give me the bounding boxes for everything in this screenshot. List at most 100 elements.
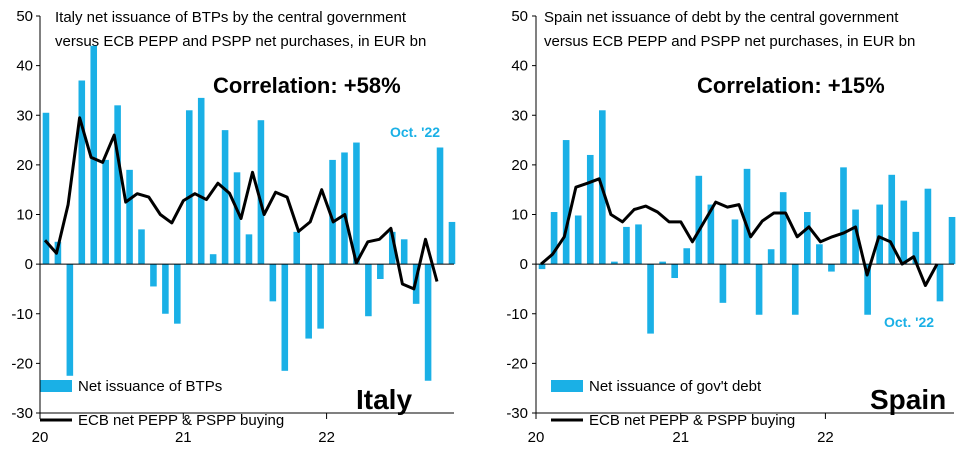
spain-bar	[538, 264, 546, 270]
italy-bar	[66, 264, 74, 376]
italy-y-tick-label: 30	[16, 107, 33, 124]
spain-x-tick-label: 20	[528, 429, 545, 446]
italy-bar	[197, 97, 205, 265]
spain-bar	[888, 174, 896, 265]
italy-y-tick-label: 20	[16, 157, 33, 174]
spain-bar	[936, 264, 944, 302]
spain-bar	[779, 192, 787, 265]
italy-legend-bar-swatch	[40, 380, 72, 392]
italy-plot-area: 50 40 30 20 10 0 -10 -20 -30 20 21 22	[11, 8, 456, 446]
spain-legend-line-label: ECB net PEPP & PSPP buying	[589, 412, 795, 429]
spain-bar	[623, 226, 630, 265]
spain-y-tick-label: 20	[511, 157, 528, 174]
italy-y-tick-label: -10	[11, 306, 33, 323]
spain-title-line-2: versus ECB PEPP and PSPP net purchases, …	[544, 33, 915, 50]
spain-bar	[876, 204, 883, 265]
spain-oct-22-annotation: Oct. '22	[884, 314, 934, 330]
italy-bar	[78, 80, 86, 265]
spain-bar	[948, 216, 956, 265]
italy-bar	[138, 229, 145, 265]
italy-bar	[317, 264, 324, 329]
italy-bar	[305, 264, 312, 339]
italy-y-tick-label: 10	[16, 207, 33, 224]
spain-bar	[767, 249, 775, 265]
spain-bar	[659, 261, 666, 265]
italy-bar	[150, 264, 157, 287]
spain-ecb-buying-line	[540, 177, 939, 287]
italy-bar	[365, 264, 372, 317]
italy-bar	[388, 231, 396, 265]
italy-x-tick-label: 21	[175, 429, 192, 446]
spain-bar	[586, 154, 594, 265]
spain-bar	[635, 224, 642, 265]
italy-bar	[293, 231, 301, 265]
italy-correlation-label: Correlation: +58%	[213, 73, 401, 98]
italy-x-tick-label: 20	[32, 429, 49, 446]
italy-title-line-2: versus ECB PEPP and PSPP net purchases, …	[55, 33, 426, 50]
italy-bar	[114, 105, 121, 265]
spain-bar	[816, 244, 823, 265]
spain-bar	[743, 168, 751, 265]
spain-bar	[791, 264, 799, 315]
spain-bar	[828, 264, 835, 272]
italy-country-label: Italy	[356, 384, 412, 415]
italy-y-tick-label: 50	[16, 8, 33, 25]
italy-bar	[329, 159, 336, 265]
spain-bar	[852, 209, 859, 265]
spain-country-label: Spain	[870, 384, 946, 415]
spain-bar	[671, 264, 678, 279]
italy-oct-22-annotation: Oct. '22	[390, 124, 440, 140]
spain-bar	[562, 140, 570, 265]
spain-bar	[755, 264, 763, 315]
italy-bar	[257, 120, 265, 265]
spain-bar	[900, 200, 908, 265]
spain-panel: Spain net issuance of debt by the centra…	[506, 8, 956, 446]
spain-x-tick-label: 22	[817, 429, 834, 446]
italy-bar	[233, 172, 241, 265]
italy-title-line-1: Italy net issuance of BTPs by the centra…	[55, 9, 407, 26]
italy-y-tick-label: 0	[25, 256, 33, 273]
italy-bar	[162, 264, 169, 314]
spain-y-tick-label: 10	[511, 207, 528, 224]
spain-bar	[647, 264, 654, 334]
italy-x-tick-label: 22	[318, 429, 335, 446]
italy-panel: Italy net issuance of BTPs by the centra…	[11, 8, 456, 446]
italy-bar	[424, 264, 432, 381]
italy-bar	[448, 221, 456, 265]
italy-y-tick-label: -20	[11, 355, 33, 372]
italy-bar	[42, 112, 50, 265]
italy-bar	[90, 45, 98, 265]
spain-bar	[840, 167, 847, 265]
spain-legend-bar-label: Net issuance of gov't debt	[589, 378, 762, 395]
spain-y-tick-label: -20	[506, 355, 528, 372]
italy-bar	[341, 152, 348, 265]
spain-bar	[912, 231, 920, 265]
spain-bar	[611, 261, 618, 265]
spain-legend-bar-swatch	[551, 380, 583, 392]
spain-bar	[731, 219, 739, 265]
spain-bar	[574, 215, 582, 265]
italy-legend-bar-label: Net issuance of BTPs	[78, 378, 222, 395]
spain-y-tick-label: -30	[506, 405, 528, 422]
spain-correlation-label: Correlation: +15%	[697, 73, 885, 98]
italy-legend-line-label: ECB net PEPP & PSPP buying	[78, 412, 284, 429]
italy-bar	[281, 264, 289, 371]
italy-bar	[185, 110, 193, 265]
spain-bar	[864, 264, 871, 315]
italy-ecb-buying-line	[43, 116, 439, 291]
spain-bar	[719, 264, 727, 303]
spain-y-tick-label: 50	[511, 8, 528, 25]
spain-title-line-1: Spain net issuance of debt by the centra…	[544, 9, 899, 26]
italy-bar	[269, 264, 277, 302]
italy-y-tick-label: 40	[16, 58, 33, 75]
italy-bar	[400, 239, 408, 265]
spain-bar	[695, 175, 703, 265]
spain-x-tick-label: 21	[672, 429, 689, 446]
spain-bar	[683, 248, 691, 265]
italy-bar	[377, 264, 384, 280]
italy-bar	[126, 169, 133, 265]
italy-bar	[353, 142, 360, 265]
spain-bar	[804, 212, 811, 265]
